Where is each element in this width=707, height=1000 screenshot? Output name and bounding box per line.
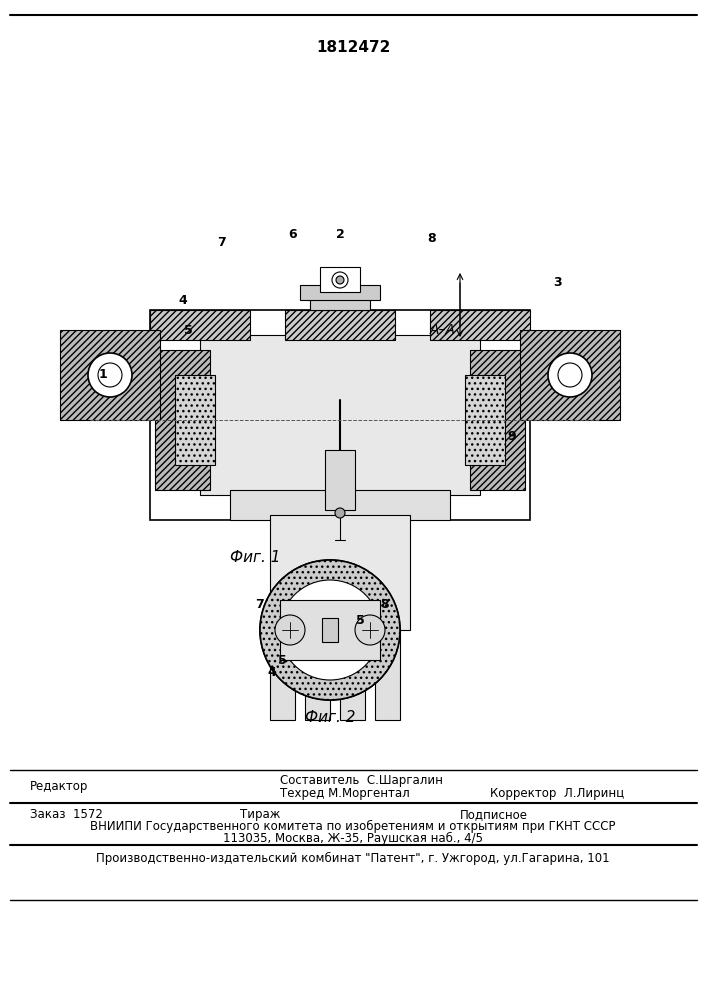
- Text: Техред М.Моргентал: Техред М.Моргентал: [280, 787, 410, 800]
- Bar: [270, 628, 295, 720]
- Text: Редактор: Редактор: [30, 780, 88, 793]
- Bar: [300, 285, 380, 300]
- Bar: [150, 310, 250, 340]
- Text: 9: 9: [508, 430, 516, 444]
- Bar: [230, 490, 450, 520]
- Bar: [60, 330, 160, 420]
- Bar: [305, 628, 330, 720]
- Circle shape: [335, 508, 345, 518]
- Bar: [310, 290, 370, 310]
- Text: 5: 5: [278, 654, 286, 666]
- Bar: [430, 310, 530, 340]
- Text: ВНИИПИ Государственного комитета по изобретениям и открытиям при ГКНТ СССР: ВНИИПИ Государственного комитета по изоб…: [90, 820, 616, 833]
- Text: 113035, Москва, Ж-35, Раушская наб., 4/5: 113035, Москва, Ж-35, Раушская наб., 4/5: [223, 832, 483, 845]
- Bar: [340, 628, 365, 720]
- Text: 4: 4: [268, 666, 276, 678]
- Circle shape: [88, 353, 132, 397]
- Text: 1812472: 1812472: [316, 40, 390, 55]
- Bar: [200, 335, 480, 495]
- Text: 1: 1: [98, 368, 107, 381]
- Circle shape: [260, 560, 400, 700]
- Text: 7: 7: [256, 598, 264, 611]
- Bar: [270, 515, 410, 630]
- Bar: [175, 375, 215, 465]
- Text: 7: 7: [218, 235, 226, 248]
- Circle shape: [548, 353, 592, 397]
- Text: Производственно-издательский комбинат "Патент", г. Ужгород, ул.Гагарина, 101: Производственно-издательский комбинат "П…: [96, 852, 610, 865]
- Circle shape: [336, 276, 344, 284]
- Circle shape: [280, 580, 380, 680]
- Bar: [285, 310, 395, 340]
- Text: Фиг. 2: Фиг. 2: [305, 710, 355, 725]
- Bar: [520, 330, 620, 420]
- Bar: [375, 628, 400, 720]
- Bar: [150, 310, 530, 520]
- Circle shape: [260, 560, 400, 700]
- Bar: [280, 600, 380, 660]
- Text: Составитель  С.Шаргалин: Составитель С.Шаргалин: [280, 774, 443, 787]
- Text: А–А: А–А: [430, 323, 456, 337]
- Text: Подписное: Подписное: [460, 808, 528, 821]
- Circle shape: [275, 615, 305, 645]
- Text: 5: 5: [184, 324, 192, 336]
- Circle shape: [355, 615, 385, 645]
- Text: 2: 2: [336, 229, 344, 241]
- Text: 5: 5: [356, 613, 364, 626]
- Text: Тираж: Тираж: [240, 808, 281, 821]
- Text: 4: 4: [179, 294, 187, 306]
- Text: Корректор  Л.Лиринц: Корректор Л.Лиринц: [490, 787, 624, 800]
- Bar: [470, 350, 525, 490]
- Text: 8: 8: [380, 598, 390, 611]
- Bar: [320, 267, 360, 292]
- Bar: [155, 350, 210, 490]
- Bar: [465, 375, 505, 465]
- Text: 8: 8: [428, 232, 436, 244]
- Bar: [325, 450, 355, 510]
- Text: Заказ  1572: Заказ 1572: [30, 808, 103, 821]
- Text: 3: 3: [554, 275, 562, 288]
- Text: 6: 6: [288, 229, 298, 241]
- Bar: [322, 618, 338, 642]
- Text: Фиг. 1: Фиг. 1: [230, 550, 280, 565]
